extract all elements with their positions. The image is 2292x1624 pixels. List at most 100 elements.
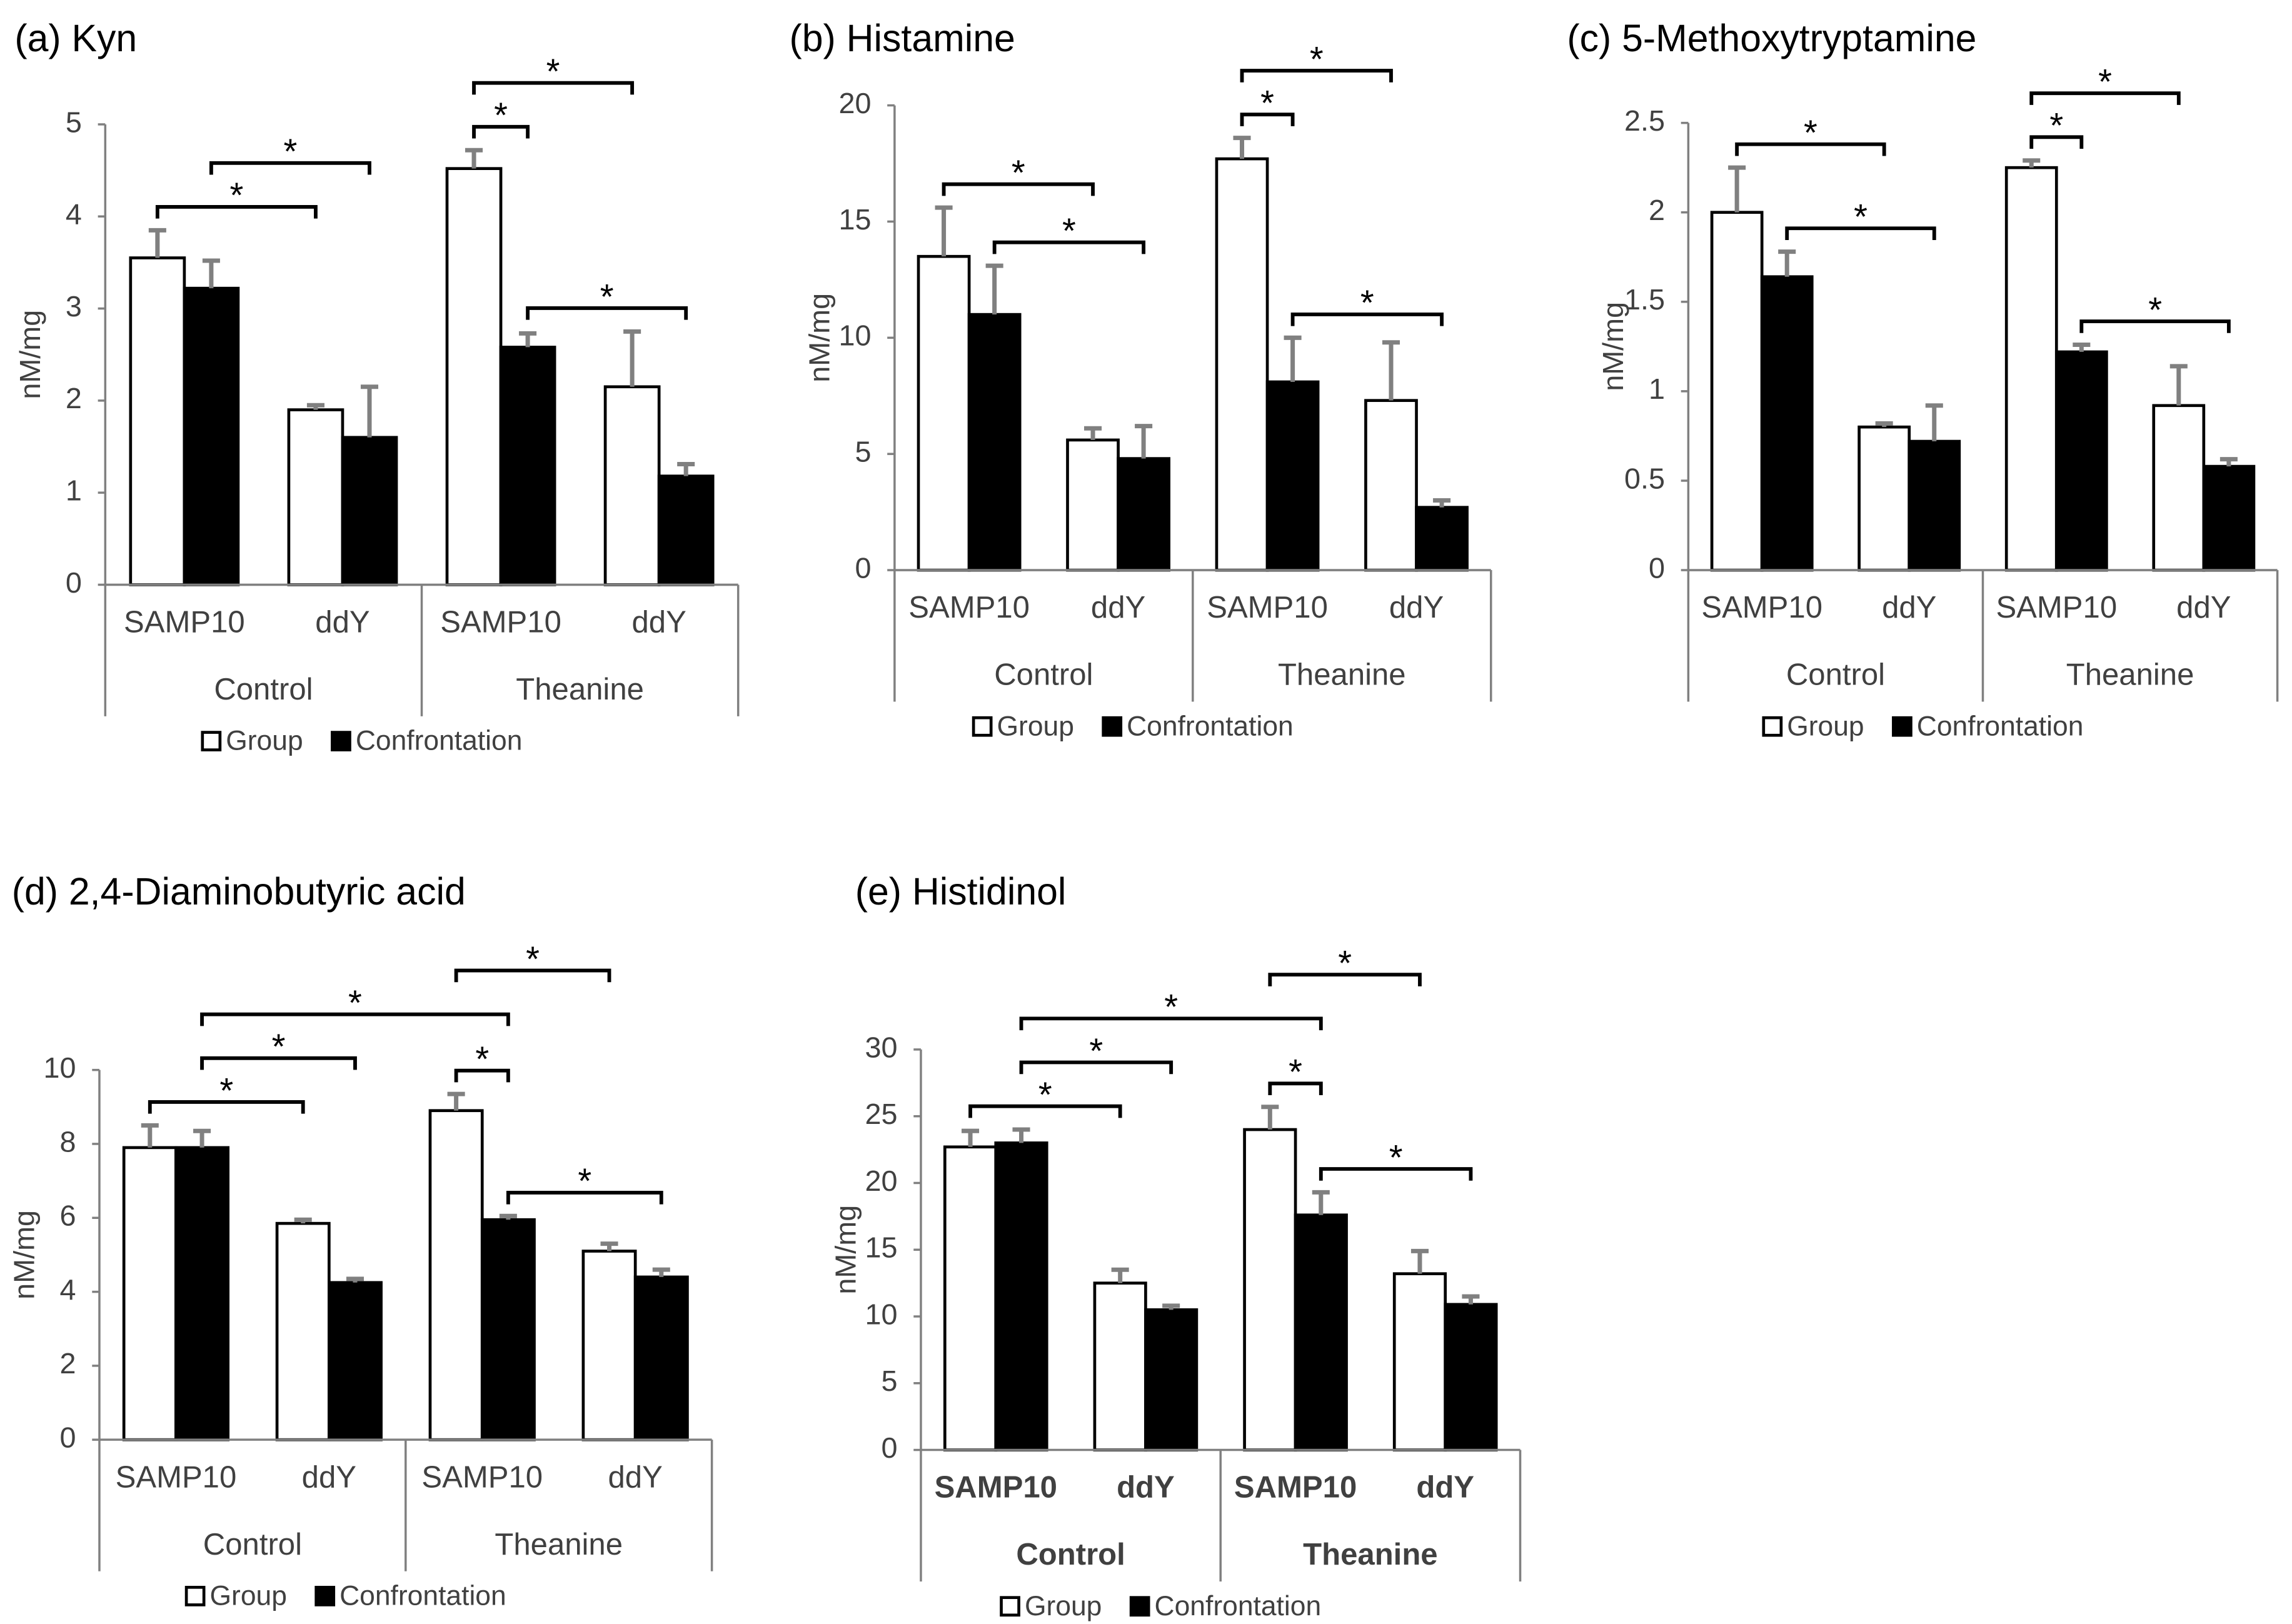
chart-panel: (c) 5-Methoxytryptamine nM/mg 0 0.5 1 1.5 2 2.5… [1567, 17, 2279, 741]
y-tick-label: 15 [865, 1231, 898, 1264]
significance-label: * [1338, 943, 1352, 983]
error-bar [519, 331, 537, 348]
significance-label: * [1260, 83, 1274, 123]
bar [1392, 1272, 1447, 1451]
bar [2202, 464, 2256, 572]
significance-bracket [200, 1012, 510, 1026]
error-bar [1875, 421, 1893, 428]
significance-label: * [526, 939, 540, 978]
bar [1364, 399, 1418, 572]
error-bar [1111, 1267, 1129, 1283]
y-tick-label: 30 [865, 1031, 898, 1063]
bar [1066, 438, 1120, 572]
y-axis-label: nM/mg [14, 310, 46, 399]
error-bar [148, 228, 166, 258]
significance-label: * [1360, 283, 1374, 323]
error-bar [294, 1217, 312, 1224]
legend-label: Confrontation [1155, 1591, 1322, 1621]
significance-label: * [1804, 113, 1817, 153]
significance-label: * [1012, 153, 1025, 193]
error-bar [1462, 1294, 1480, 1305]
bar [183, 286, 240, 586]
x-tick-label: ddY [1389, 591, 1444, 624]
error-bar [447, 1091, 465, 1111]
y-axis-label: nM/mg [829, 1205, 862, 1295]
significance-bracket [1785, 226, 1936, 240]
significance-bracket [209, 161, 371, 175]
legend-label: Confrontation [1127, 711, 1294, 741]
chart-title: (c) 5-Methoxytryptamine [1567, 17, 1976, 59]
bar [967, 313, 1022, 572]
error-bar [1312, 1190, 1330, 1215]
y-tick-label: 2 [66, 382, 82, 414]
legend-label: Group [997, 711, 1074, 741]
significance-label: * [2049, 106, 2063, 145]
significance-label: * [2098, 62, 2112, 101]
legend-label: Confrontation [339, 1580, 506, 1611]
bar [122, 1146, 178, 1441]
group-label: Control [1016, 1538, 1125, 1571]
group-label: Theanine [495, 1528, 623, 1561]
y-tick-label: 0 [1649, 551, 1665, 584]
error-bar [1778, 249, 1796, 277]
y-tick-label: 1.5 [1624, 283, 1665, 316]
error-bar [2073, 342, 2091, 352]
x-tick-label: SAMP10 [1207, 591, 1328, 624]
y-tick-label: 10 [838, 319, 871, 352]
x-tick-label: ddY [1882, 591, 1936, 624]
chart-title: (b) Histamine [790, 17, 1015, 59]
bar [657, 474, 715, 586]
chart-panel: (a) Kyn nM/mg 0 1 2 3 4 5 SAMP10 ddY SAMP10 ddY Cont… [14, 17, 740, 756]
y-tick-label: 2 [60, 1347, 76, 1380]
legend-label: Group [210, 1580, 287, 1611]
error-bar [1410, 1248, 1429, 1274]
bar [2004, 166, 2058, 572]
bar [328, 1281, 383, 1441]
significance-label: * [1164, 987, 1178, 1026]
significance-bracket [454, 968, 611, 983]
bar [275, 1221, 331, 1441]
group-label: Theanine [1303, 1538, 1437, 1571]
significance-bracket [1290, 312, 1444, 326]
error-bar [1233, 136, 1251, 159]
error-bar [499, 1213, 517, 1220]
legend-swatch [314, 1585, 336, 1606]
significance-label: * [219, 1071, 233, 1110]
significance-label: * [1310, 39, 1324, 79]
x-tick-label: SAMP10 [908, 591, 1030, 624]
legend-label: Confrontation [356, 726, 523, 756]
significance-bracket [2079, 319, 2231, 333]
error-bar [1382, 340, 1400, 401]
group-label: Control [994, 658, 1093, 692]
bar [633, 1275, 689, 1441]
legend-swatch [201, 731, 222, 751]
y-axis-label: nM/mg [8, 1210, 40, 1300]
error-bar [985, 263, 1003, 315]
legend-swatch [184, 1585, 206, 1606]
error-bar [1925, 403, 1943, 442]
y-tick-label: 0 [882, 1431, 898, 1464]
error-bar [935, 205, 953, 257]
bar [174, 1146, 230, 1441]
error-bar [1728, 165, 1746, 213]
significance-bracket [148, 1100, 305, 1114]
y-tick-label: 3 [66, 290, 82, 323]
error-bar [360, 384, 379, 438]
significance-label: * [475, 1039, 489, 1078]
error-bar [1261, 1105, 1279, 1130]
chart-title: (d) 2,4-Diaminobutyric acid [12, 870, 466, 913]
y-axis-label: nM/mg [1597, 302, 1629, 391]
legend-swatch [1102, 716, 1123, 737]
significance-bracket [472, 81, 635, 95]
chart-panel: (d) 2,4-Diaminobutyric acid nM/mg 0 2 4 6 8 10 S… [8, 870, 713, 1611]
y-tick-label: 4 [66, 198, 82, 231]
legend-swatch [1762, 716, 1783, 737]
y-tick-label: 8 [60, 1125, 76, 1158]
legend-swatch [331, 731, 351, 751]
y-tick-label: 0.5 [1624, 462, 1665, 494]
group-label: Theanine [1278, 658, 1406, 692]
significance-bracket [526, 306, 688, 320]
group-label: Control [1786, 658, 1885, 692]
legend-label: Group [1025, 1591, 1102, 1621]
y-tick-label: 5 [855, 436, 871, 468]
